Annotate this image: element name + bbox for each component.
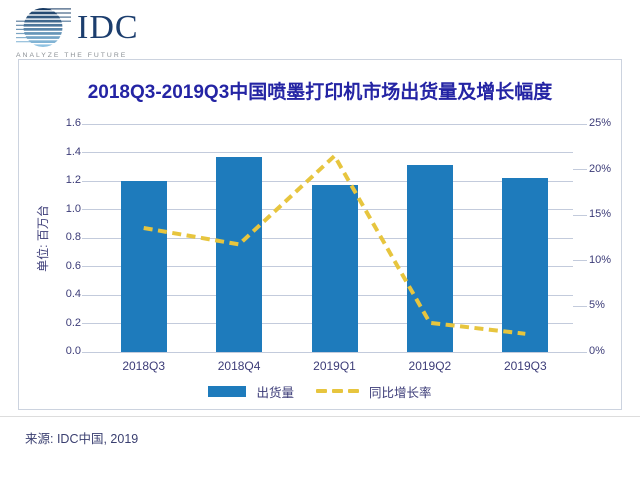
- left-tick: [82, 209, 96, 210]
- left-tick: [82, 123, 96, 125]
- y-right-tick-label: 5%: [589, 299, 605, 312]
- plot-area: [82, 123, 587, 353]
- left-tick: [82, 351, 96, 353]
- legend: 出货量 同比增长率: [19, 383, 621, 400]
- right-tick: [573, 123, 587, 125]
- y-left-tick-label: 1.0: [65, 202, 81, 215]
- y-right-tick-label: 25%: [589, 117, 612, 129]
- bar-2019Q3: [502, 178, 549, 352]
- bar-2019Q1: [311, 185, 358, 352]
- bar-2019Q2: [406, 165, 453, 352]
- x-axis-label: 2018Q3: [122, 359, 166, 373]
- gridline: [96, 123, 573, 125]
- y-right-tick-label: 15%: [589, 208, 612, 221]
- x-axis-label: 2019Q1: [313, 359, 356, 373]
- bar-2018Q4: [216, 156, 263, 352]
- y-right-tick-label: 10%: [589, 253, 612, 266]
- left-tick: [82, 152, 96, 153]
- y-left-tick-label: 0.8: [65, 231, 81, 243]
- y-left-tick-label: 1.4: [65, 145, 81, 158]
- idc-logo-row: IDC: [16, 6, 166, 49]
- bar-2018Q3: [120, 181, 167, 352]
- x-axis-labels: 2018Q3 2018Q4 2019Q1 2019Q2 2019Q3: [96, 359, 573, 377]
- x-axis-label: 2019Q2: [408, 359, 452, 373]
- y-right-tick-label: 0%: [589, 345, 605, 357]
- bottom-divider: [0, 416, 640, 417]
- chart-panel: 2018Q3-2019Q3中国喷墨打印机市场出货量及增长幅度 单位: 百万台 1…: [18, 59, 622, 410]
- legend-line-label: 同比增长率: [369, 385, 432, 400]
- right-tick: [573, 305, 587, 307]
- left-tick: [82, 294, 96, 296]
- right-tick: [573, 169, 587, 171]
- idc-logo: IDC ANALYZE THE FUTURE: [16, 6, 166, 59]
- legend-dashed-line-swatch: [316, 389, 359, 393]
- idc-logo-tagline: ANALYZE THE FUTURE: [16, 52, 128, 59]
- source-note: 来源: IDC中国, 2019: [25, 432, 139, 446]
- idc-globe-icon: [16, 8, 71, 47]
- idc-logo-text: IDC: [77, 8, 139, 46]
- y-left-tick-label: 0.0: [65, 345, 81, 357]
- x-axis-label: 2018Q4: [217, 359, 261, 373]
- left-tick: [82, 266, 96, 267]
- chart-title: 2018Q3-2019Q3中国喷墨打印机市场出货量及增长幅度: [87, 82, 553, 103]
- y-left-tick-label: 0.2: [65, 316, 81, 329]
- right-tick: [573, 260, 587, 262]
- left-tick: [82, 237, 96, 239]
- left-tick: [82, 323, 96, 324]
- y-left-tick-label: 1.6: [65, 117, 81, 129]
- globe-stripes: [23, 8, 63, 47]
- y-axis-right-labels: 25% 20% 15% 10% 5% 0%: [589, 117, 623, 357]
- left-tick: [82, 180, 96, 182]
- y-right-tick-label: 20%: [589, 162, 612, 175]
- gridline: [96, 351, 573, 353]
- right-tick: [573, 214, 587, 216]
- y-left-tick-label: 0.4: [65, 288, 81, 300]
- gridline: [96, 152, 573, 153]
- legend-bar-swatch: [208, 385, 247, 397]
- y-left-tick-label: 1.2: [65, 174, 81, 186]
- right-tick: [573, 351, 587, 353]
- y-axis-left-labels: 1.6 1.4 1.2 1.0 0.8 0.6 0.4 0.2 0.0: [39, 117, 81, 357]
- legend-bar-label: 出货量: [256, 385, 294, 400]
- y-left-tick-label: 0.6: [65, 259, 81, 272]
- x-axis-label: 2019Q3: [503, 359, 547, 373]
